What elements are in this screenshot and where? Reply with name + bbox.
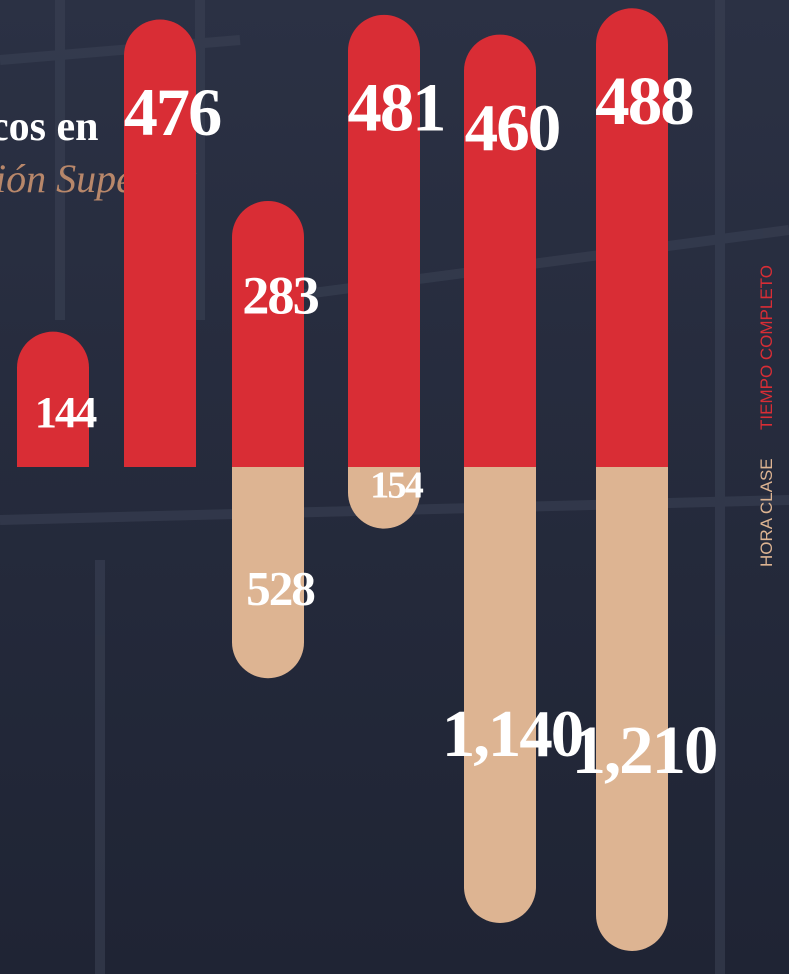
value-label: 476: [124, 74, 221, 150]
value-label: 283: [242, 265, 318, 325]
value-label: 488: [595, 62, 693, 139]
bar: [464, 467, 536, 923]
value-label: 1,140: [442, 697, 582, 771]
value-label: 460: [465, 90, 560, 165]
bar: [17, 331, 89, 467]
bar: [348, 467, 420, 529]
bar: [232, 200, 304, 468]
value-label: 481: [348, 70, 445, 146]
bar: [348, 14, 420, 468]
bar: [232, 467, 304, 679]
value-label: 528: [246, 561, 314, 616]
value-label: 144: [35, 387, 97, 437]
chart-title: cos en: [0, 104, 99, 150]
value-label: 1,210: [572, 712, 717, 788]
value-label: 154: [370, 464, 423, 506]
legend-label: TIEMPO COMPLETO: [757, 265, 776, 430]
bar: [596, 467, 668, 951]
legend-label: HORA CLASE: [757, 458, 776, 567]
bar: [124, 19, 196, 468]
bar: [596, 8, 668, 468]
legend: HORA CLASE TIEMPO COMPLETO: [757, 265, 776, 567]
bar: [464, 34, 536, 467]
